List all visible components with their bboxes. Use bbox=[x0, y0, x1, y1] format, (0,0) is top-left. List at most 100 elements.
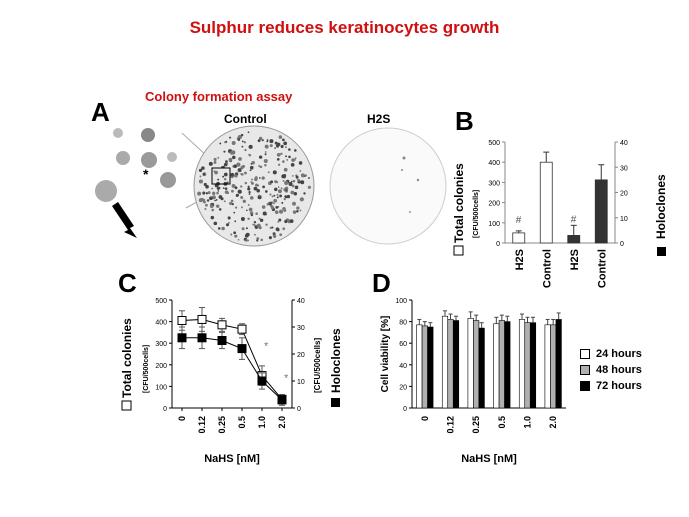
chart-c-ytick-right-label: 0 bbox=[297, 406, 301, 413]
h2s-plate-label: H2S bbox=[367, 112, 391, 126]
chart-c-legend-box-filled bbox=[331, 398, 340, 407]
chart-d-ytick-label: 0 bbox=[403, 406, 407, 413]
chart-b: 0 100 200 300 400 500 0 10 20 30 40 H2S Control H2S Co… bbox=[452, 140, 668, 288]
chart-d-ytick-label: 80 bbox=[399, 320, 407, 327]
chart-c-annotation: * bbox=[284, 372, 289, 384]
chart-d-bar bbox=[478, 327, 485, 409]
chart-b-ytick-label: 500 bbox=[488, 140, 500, 147]
chart-d-bar bbox=[416, 324, 423, 409]
chart-b-legend-box-open bbox=[453, 245, 464, 256]
chart-b-annotation: # bbox=[516, 215, 522, 226]
chart-d-bar bbox=[473, 320, 480, 409]
panel-d-letter: D bbox=[372, 268, 391, 298]
chart-c-ytick-label: 300 bbox=[155, 341, 167, 348]
chart-c-xtick-label: 2.0 bbox=[277, 416, 287, 429]
chart-d-xlabel: NaHS [nM] bbox=[461, 453, 517, 465]
colony-assay-subtitle: Colony formation assay bbox=[145, 89, 293, 104]
legend-swatch bbox=[580, 349, 590, 360]
chart-b-ytick-label: 400 bbox=[488, 160, 500, 167]
arrow-icon bbox=[112, 202, 137, 238]
chart-d-bar bbox=[518, 319, 526, 409]
chart-c-ytick-label: 500 bbox=[155, 298, 167, 305]
colony-asterisk: * bbox=[143, 166, 149, 182]
legend-label: 72 hours bbox=[596, 380, 642, 392]
chart-c-ytick-label: 0 bbox=[163, 406, 167, 413]
chart-c-legend-box-open bbox=[121, 400, 132, 411]
chart-d-xtick-label: 0.12 bbox=[446, 416, 456, 434]
chart-b-ylabel-left-unit: [CFU/500cells] bbox=[473, 190, 480, 238]
chart-c-ylabel-left-unit: [CFU/500cells] bbox=[143, 345, 150, 393]
chart-d-bar bbox=[529, 322, 537, 409]
chart-d-ytick-label: 60 bbox=[399, 341, 407, 348]
legend-item: 48 hours bbox=[580, 364, 642, 376]
chart-c-xtick-label: 1.0 bbox=[257, 416, 267, 429]
chart-b-category-label: H2S bbox=[569, 249, 581, 270]
chart-c-ylabel-left-text: Total colonies bbox=[120, 318, 134, 398]
legend-item: 24 hours bbox=[580, 348, 642, 360]
chart-c-point bbox=[237, 344, 247, 354]
chart-b-category-label: Control bbox=[541, 249, 553, 288]
chart-d-xtick-label: 0.25 bbox=[471, 416, 481, 434]
chart-c-ytick-right-label: 40 bbox=[297, 298, 305, 305]
chart-c-point bbox=[257, 376, 267, 386]
chart-d-bar bbox=[467, 318, 474, 409]
colony-closeups bbox=[95, 128, 177, 202]
chart-c-point bbox=[197, 314, 207, 324]
chart-b-category-label: Control bbox=[596, 249, 608, 288]
chart-c-xtick-label: 0.25 bbox=[217, 416, 227, 434]
figure-title: Sulphur reduces keratinocytes growth bbox=[189, 18, 500, 37]
chart-c-xtick-label: 0.12 bbox=[197, 416, 207, 434]
chart-b-bar bbox=[594, 179, 608, 244]
chart-d-legend: 24 hours 48 hours 72 hours bbox=[580, 348, 642, 396]
chart-d-bar bbox=[544, 324, 551, 409]
chart-c-ylabel-right-unit: [CFU/500cells] bbox=[313, 338, 322, 393]
chart-c-xtick-label: 0 bbox=[177, 416, 187, 421]
chart-c-point bbox=[217, 336, 227, 345]
panel-c-letter: C bbox=[118, 268, 137, 298]
chart-c-ylabel-left: Total colonies bbox=[120, 318, 134, 411]
chart-b-ylabel-right: Holoclones bbox=[654, 174, 668, 239]
chart-c-ytick-right-label: 10 bbox=[297, 379, 305, 386]
panel-b-letter: B bbox=[455, 106, 474, 136]
chart-c-ytick-label: 200 bbox=[155, 363, 167, 370]
chart-c-annotation: * bbox=[264, 341, 269, 353]
chart-b-ylabel-left-text: Total colonies bbox=[452, 163, 466, 243]
chart-d-ylabel: Cell viability [%] bbox=[380, 316, 391, 393]
chart-d-bar bbox=[421, 325, 428, 409]
chart-b-ytick-label: 200 bbox=[488, 201, 500, 208]
chart-b-category-label: H2S bbox=[514, 249, 526, 270]
chart-d-bar bbox=[427, 326, 434, 409]
chart-b-annotation: # bbox=[571, 214, 577, 225]
chart-b-ytick-right-label: 30 bbox=[620, 165, 628, 172]
chart-d-bar bbox=[504, 321, 511, 409]
legend-label: 24 hours bbox=[596, 348, 642, 360]
chart-c-point bbox=[277, 395, 287, 405]
panel-a-letter: A bbox=[91, 97, 110, 127]
chart-c-xtick-label: 0.5 bbox=[237, 416, 247, 429]
chart-b-bar bbox=[512, 232, 526, 244]
chart-d-xtick-label: 2.0 bbox=[548, 416, 558, 429]
chart-b-ytick-right-label: 40 bbox=[620, 140, 628, 147]
chart-b-ylabel-right-text: Holoclones bbox=[654, 174, 668, 239]
chart-b-ytick-label: 100 bbox=[488, 221, 500, 228]
legend-label: 48 hours bbox=[596, 364, 642, 376]
chart-c-point bbox=[177, 316, 187, 326]
legend-swatch bbox=[580, 381, 590, 392]
chart-b-ytick-right-label: 20 bbox=[620, 191, 628, 198]
chart-c-ytick-label: 400 bbox=[155, 320, 167, 327]
chart-d-ytick-label: 40 bbox=[399, 363, 407, 370]
chart-d-bar bbox=[452, 320, 460, 409]
chart-d-ytick-label: 20 bbox=[399, 384, 407, 391]
chart-d-bar bbox=[441, 315, 449, 409]
chart-c-point bbox=[217, 320, 227, 330]
control-plate-label: Control bbox=[224, 112, 267, 126]
h2s-plate bbox=[329, 127, 447, 245]
chart-b-legend-box-filled bbox=[657, 247, 666, 256]
chart-c-xlabel: NaHS [nM] bbox=[204, 453, 260, 465]
chart-d-xtick-label: 0.5 bbox=[497, 416, 507, 429]
chart-c-point bbox=[177, 333, 187, 343]
chart-d-ytick-label: 100 bbox=[395, 298, 407, 305]
chart-b-bar bbox=[539, 161, 553, 244]
